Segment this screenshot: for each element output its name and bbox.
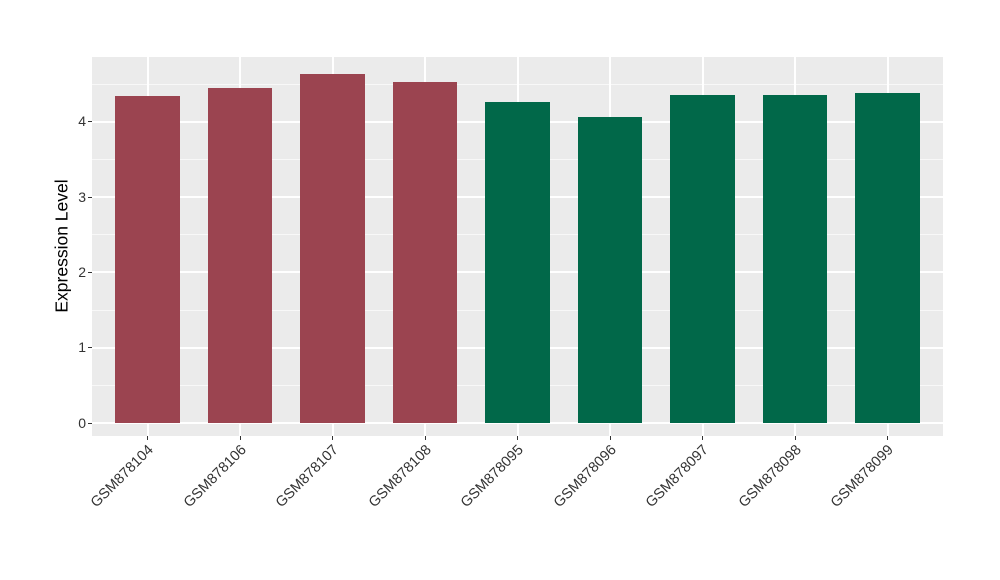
x-tick-label-text: GSM878104 xyxy=(87,442,157,511)
y-axis-tick xyxy=(88,422,92,424)
y-tick-label: 0 xyxy=(78,414,86,431)
x-tick-label-text: GSM878095 xyxy=(457,442,527,511)
bar-GSM878107 xyxy=(300,74,365,423)
x-axis-tick xyxy=(517,436,518,440)
bar-GSM878104 xyxy=(115,96,180,423)
y-axis-tick xyxy=(88,121,92,123)
x-tick-label-text: GSM878106 xyxy=(180,442,250,511)
x-axis-tick xyxy=(887,436,888,440)
x-axis-tick xyxy=(332,436,333,440)
x-axis-tick xyxy=(702,436,703,440)
x-axis-tick xyxy=(147,436,148,440)
bar-GSM878098 xyxy=(762,94,828,423)
y-tick-label: 1 xyxy=(78,339,86,356)
x-axis-tick xyxy=(424,436,426,440)
y-tick-label: 4 xyxy=(78,113,86,130)
x-tick-label-text: GSM878098 xyxy=(735,442,805,511)
y-tick-label: 2 xyxy=(78,263,86,280)
y-tick-label: 3 xyxy=(78,188,86,205)
bar-GSM878108 xyxy=(392,81,458,423)
x-tick-label-text: GSM878108 xyxy=(365,442,435,511)
y-axis-tick xyxy=(88,347,92,349)
plot-panel xyxy=(92,57,943,436)
x-tick-label-text: GSM878099 xyxy=(827,442,897,511)
y-axis-tick xyxy=(88,271,92,273)
bar-GSM878097 xyxy=(670,94,735,423)
bar-GSM878096 xyxy=(577,116,643,423)
x-axis-tick xyxy=(609,436,611,440)
x-tick-label-text: GSM878097 xyxy=(642,442,712,511)
x-axis-tick xyxy=(239,436,241,440)
bar-GSM878099 xyxy=(855,93,920,423)
y-axis-tick xyxy=(88,196,92,198)
x-tick-label-text: GSM878107 xyxy=(272,442,342,511)
bar-GSM878106 xyxy=(207,87,273,423)
x-tick-label-text: GSM878096 xyxy=(550,442,620,511)
x-axis-tick xyxy=(794,436,796,440)
bar-GSM878095 xyxy=(485,102,550,423)
